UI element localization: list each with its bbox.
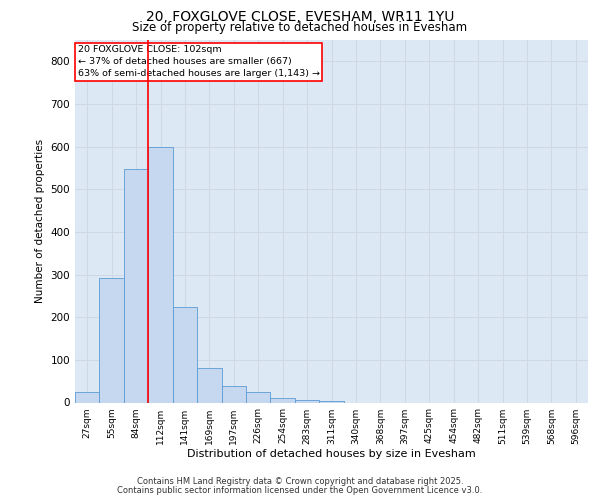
Text: Size of property relative to detached houses in Evesham: Size of property relative to detached ho… bbox=[133, 22, 467, 35]
Bar bbox=[246, 392, 271, 402]
Bar bbox=[173, 306, 197, 402]
Bar bbox=[148, 146, 173, 402]
Text: Contains public sector information licensed under the Open Government Licence v3: Contains public sector information licen… bbox=[118, 486, 482, 495]
Text: 20, FOXGLOVE CLOSE, EVESHAM, WR11 1YU: 20, FOXGLOVE CLOSE, EVESHAM, WR11 1YU bbox=[146, 10, 454, 24]
Text: Contains HM Land Registry data © Crown copyright and database right 2025.: Contains HM Land Registry data © Crown c… bbox=[137, 477, 463, 486]
Text: 20 FOXGLOVE CLOSE: 102sqm
← 37% of detached houses are smaller (667)
63% of semi: 20 FOXGLOVE CLOSE: 102sqm ← 37% of detac… bbox=[77, 46, 320, 78]
Bar bbox=[295, 400, 319, 402]
Bar bbox=[271, 398, 295, 402]
X-axis label: Distribution of detached houses by size in Evesham: Distribution of detached houses by size … bbox=[187, 450, 476, 460]
Bar bbox=[124, 169, 148, 402]
Bar bbox=[100, 278, 124, 402]
Bar bbox=[197, 368, 221, 402]
Bar bbox=[75, 392, 100, 402]
Bar bbox=[221, 386, 246, 402]
Y-axis label: Number of detached properties: Number of detached properties bbox=[35, 139, 45, 304]
Bar bbox=[319, 401, 344, 402]
